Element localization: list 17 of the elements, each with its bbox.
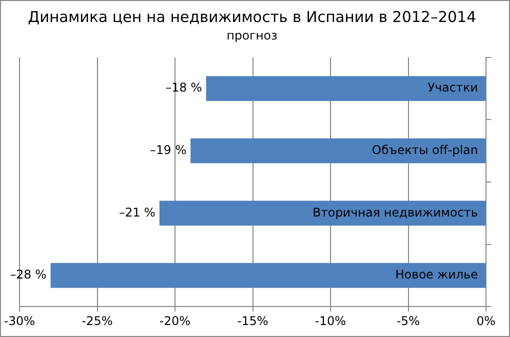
y-tick-label: Участки: [428, 80, 478, 95]
y-tick-label: Новое жилье: [395, 268, 478, 282]
data-label: –21 %: [118, 205, 156, 220]
chart-title: Динамика цен на недвижимость в Испании в 2012–2014: [28, 8, 476, 26]
x-tick-label: -20%: [159, 314, 191, 328]
data-label: –19 %: [150, 142, 187, 157]
x-tick-label: -30%: [4, 314, 36, 328]
data-label: –18 %: [166, 80, 202, 95]
x-tick-label: -5%: [396, 314, 420, 328]
x-tick-label: 0%: [476, 314, 496, 328]
chart-subtitle: прогноз: [226, 28, 278, 42]
data-label: –28 %: [10, 268, 47, 282]
x-tick-label: -25%: [82, 314, 113, 328]
x-tick-label: -15%: [237, 314, 268, 328]
x-tick-label: -10%: [314, 314, 346, 328]
y-tick-label: Объекты off-plan: [372, 142, 478, 157]
y-tick-label: Вторичная недвижимость: [312, 205, 478, 220]
